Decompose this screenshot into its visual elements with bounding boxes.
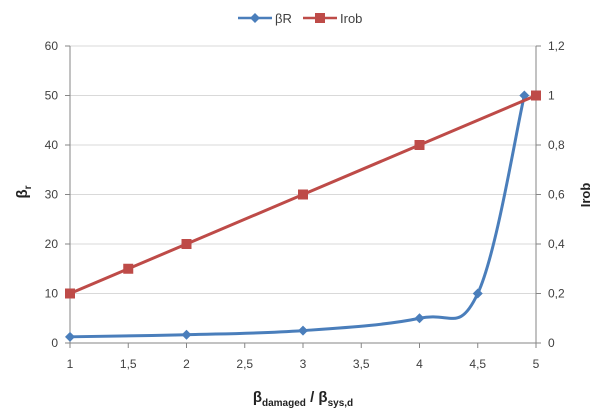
data-point-diamond (298, 325, 308, 336)
data-point-square (65, 288, 75, 299)
left-axis-ticks: 0 10 20 30 40 50 60 (45, 39, 59, 350)
x-tick-label: 2 (183, 357, 190, 371)
x-tick-label: 4 (416, 357, 423, 371)
x-axis-title: βdamaged / βsys,d (253, 389, 353, 409)
x-tick-label: 3 (300, 357, 307, 371)
y-right-tick-label: 0,6 (548, 188, 565, 202)
data-point-square (181, 239, 192, 249)
data-point-diamond (414, 313, 425, 324)
right-axis-ticks: 0 0,2 0,4 0,6 0,8 1 1,2 (548, 39, 565, 350)
y-axis-right-title: Irob (578, 183, 593, 208)
y-right-tick-label: 0 (548, 336, 555, 350)
y-right-tick-label: 1 (548, 89, 555, 103)
x-tick-label: 1 (67, 357, 74, 371)
y-left-tick-label: 10 (45, 287, 59, 301)
y-left-tick-label: 20 (45, 237, 59, 251)
y-left-tick-label: 40 (45, 138, 59, 152)
legend-marker-square (315, 13, 325, 23)
series-irob (65, 90, 541, 299)
legend-item-beta-r[interactable]: βR (238, 11, 292, 26)
y-axis-left-title: βr (14, 185, 34, 198)
legend: βR Irob (238, 11, 362, 26)
y-left-tick-label: 60 (45, 39, 59, 53)
data-point-diamond (65, 331, 75, 342)
y-right-tick-label: 0,2 (548, 287, 565, 301)
series (65, 90, 541, 342)
gridlines (70, 45, 536, 294)
data-point-square (123, 263, 134, 274)
y-left-tick-label: 50 (45, 89, 59, 103)
data-point-diamond (181, 329, 192, 340)
y-right-tick-label: 1,2 (548, 39, 565, 53)
data-point-square (298, 189, 308, 200)
series-line (69, 94, 537, 295)
x-tick-label: 5 (533, 357, 540, 371)
legend-marker-diamond (250, 13, 260, 23)
y-right-tick-label: 0,4 (548, 237, 565, 251)
data-point-diamond (472, 288, 483, 299)
x-tick-label: 3,5 (353, 357, 370, 371)
y-right-tick-label: 0,8 (548, 138, 565, 152)
data-point-square (531, 90, 541, 101)
x-tick-label: 1,5 (120, 357, 137, 371)
data-point-square (414, 140, 425, 150)
series-line (69, 95, 526, 339)
legend-label-beta-r: βR (275, 11, 292, 26)
y-left-tick-label: 0 (51, 336, 58, 350)
x-tick-label: 2,5 (236, 357, 253, 371)
series-beta-r (65, 90, 530, 342)
y-left-tick-label: 30 (45, 188, 59, 202)
x-tick-label: 4,5 (469, 357, 486, 371)
x-axis-ticks: 1 1,5 2 2,5 3 3,5 4 4,5 5 (67, 357, 540, 371)
legend-label-irob: Irob (340, 11, 362, 26)
legend-item-irob[interactable]: Irob (303, 11, 362, 26)
